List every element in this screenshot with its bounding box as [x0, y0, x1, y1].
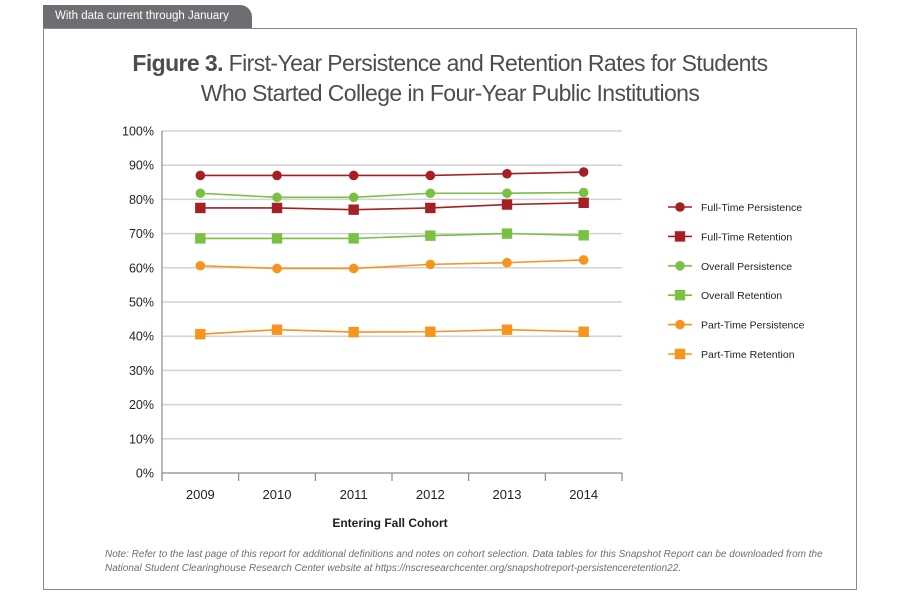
series-line-overall-persistence: [200, 191, 584, 199]
data-point-overall-retention: [425, 230, 436, 241]
data-point-part-time-retention: [425, 326, 436, 337]
data-point-full-time-persistence: [348, 170, 359, 181]
series-line-full-time-retention: [200, 202, 584, 211]
legend-marker-overall-persistence: [675, 261, 685, 271]
legend-label-full-time-persistence: Full-Time Persistence: [701, 202, 802, 214]
legend-label-overall-retention: Overall Retention: [701, 290, 782, 302]
data-point-full-time-retention: [425, 202, 436, 214]
data-point-part-time-retention: [578, 326, 589, 337]
data-point-overall-retention: [271, 233, 283, 244]
series-line-overall-retention: [200, 232, 584, 240]
data-point-part-time-persistence: [195, 260, 206, 271]
data-point-full-time-persistence: [502, 168, 512, 179]
data-point-overall-persistence: [272, 192, 282, 203]
legend-label-full-time-retention: Full-Time Retention: [701, 231, 792, 243]
data-point-overall-retention: [501, 228, 513, 239]
data-point-part-time-retention: [195, 328, 206, 340]
y-tick-label: 80%: [129, 193, 154, 207]
footnote: Note: Refer to the last page of this rep…: [105, 549, 823, 574]
legend-label-part-time-retention: Part-Time Retention: [701, 349, 795, 361]
data-point-part-time-persistence: [348, 263, 359, 274]
y-tick-label: 0%: [136, 467, 154, 481]
x-tick-label: 2012: [416, 487, 445, 502]
data-point-full-time-persistence: [195, 170, 206, 181]
legend-label-part-time-persistence: Part-Time Persistence: [701, 320, 805, 332]
data-point-overall-persistence: [502, 188, 512, 199]
data-point-part-time-retention: [348, 326, 359, 338]
data-point-overall-persistence: [195, 188, 206, 199]
figure-label: Figure 3.: [132, 50, 223, 76]
y-tick-label: 90%: [129, 159, 154, 173]
data-point-full-time-retention: [578, 197, 589, 209]
x-tick-label: 2011: [340, 487, 368, 502]
x-tick-label: 2013: [493, 487, 522, 502]
data-point-part-time-persistence: [578, 255, 589, 265]
data-point-overall-retention: [578, 230, 589, 241]
data-point-part-time-retention: [271, 324, 283, 335]
data-point-full-time-retention: [348, 204, 359, 215]
legend-marker-full-time-persistence: [675, 202, 685, 212]
y-tick-label: 20%: [129, 398, 154, 412]
data-point-part-time-persistence: [272, 263, 282, 274]
x-tick-label: 2009: [186, 487, 215, 502]
report-date-tab: With data current through January 2016: [43, 5, 252, 45]
title-line-2: Who Started College in Four-Year Public …: [200, 80, 700, 106]
data-point-overall-retention: [195, 233, 206, 244]
y-tick-label: 70%: [129, 227, 154, 241]
data-point-full-time-retention: [271, 202, 283, 214]
legend-marker-overall-retention: [674, 290, 686, 301]
x-axis-title: Entering Fall Cohort: [332, 516, 448, 530]
x-tick-label: 2010: [263, 487, 292, 502]
figure-frame: [43, 28, 857, 590]
legend-marker-part-time-persistence: [675, 319, 685, 330]
data-point-full-time-retention: [501, 199, 513, 210]
chart-title: Figure 3. First-Year Persistence and Ret…: [43, 48, 857, 108]
y-tick-label: 30%: [129, 364, 154, 378]
y-tick-label: 10%: [129, 432, 154, 446]
title-line-1: First-Year Persistence and Retention Rat…: [228, 50, 768, 76]
data-point-full-time-persistence: [425, 170, 436, 181]
data-point-full-time-retention: [195, 202, 206, 214]
data-point-overall-persistence: [348, 192, 359, 203]
data-point-overall-persistence: [425, 188, 436, 199]
y-tick-label: 60%: [129, 261, 154, 275]
data-point-full-time-persistence: [578, 167, 589, 177]
data-point-overall-retention: [348, 233, 359, 244]
data-point-full-time-persistence: [272, 170, 282, 181]
legend-marker-full-time-retention: [674, 231, 686, 242]
legend-marker-part-time-retention: [674, 348, 686, 360]
data-point-part-time-retention: [501, 324, 513, 335]
series-line-part-time-retention: [200, 328, 584, 335]
series-line-full-time-persistence: [200, 171, 584, 177]
y-tick-label: 40%: [129, 330, 154, 344]
legend-label-overall-persistence: Overall Persistence: [701, 261, 792, 273]
data-point-part-time-persistence: [502, 257, 512, 268]
x-tick-label: 2014: [569, 487, 598, 502]
series-line-part-time-persistence: [200, 259, 584, 270]
y-tick-label: 50%: [129, 296, 154, 310]
data-point-part-time-persistence: [425, 259, 436, 270]
y-tick-label: 100%: [122, 125, 154, 139]
data-point-overall-persistence: [578, 187, 589, 198]
